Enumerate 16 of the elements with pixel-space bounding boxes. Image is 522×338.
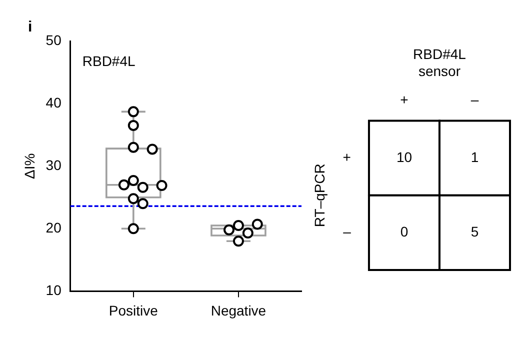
text: i [28,18,32,36]
data-label: 1 [470,148,479,165]
y-tick-label: 10 [46,282,62,298]
x-tick-label: Negative [210,302,266,318]
data-label: 10 [396,148,412,165]
y-tick-label: 20 [46,220,62,236]
y-tick-label: 50 [46,32,62,48]
data-label: 5 [470,224,479,240]
y-axis-title: RT–qPCR [311,164,328,228]
chart-title: RBD#4L sensor [413,46,466,79]
data-label: 0 [400,224,408,240]
y-tick-label: 40 [46,94,62,110]
y-tick-label: 30 [46,156,62,173]
x-tick-label: Positive [108,302,158,318]
text: RBD#4L [82,52,136,69]
y-axis-title: ΔI% [21,153,38,179]
